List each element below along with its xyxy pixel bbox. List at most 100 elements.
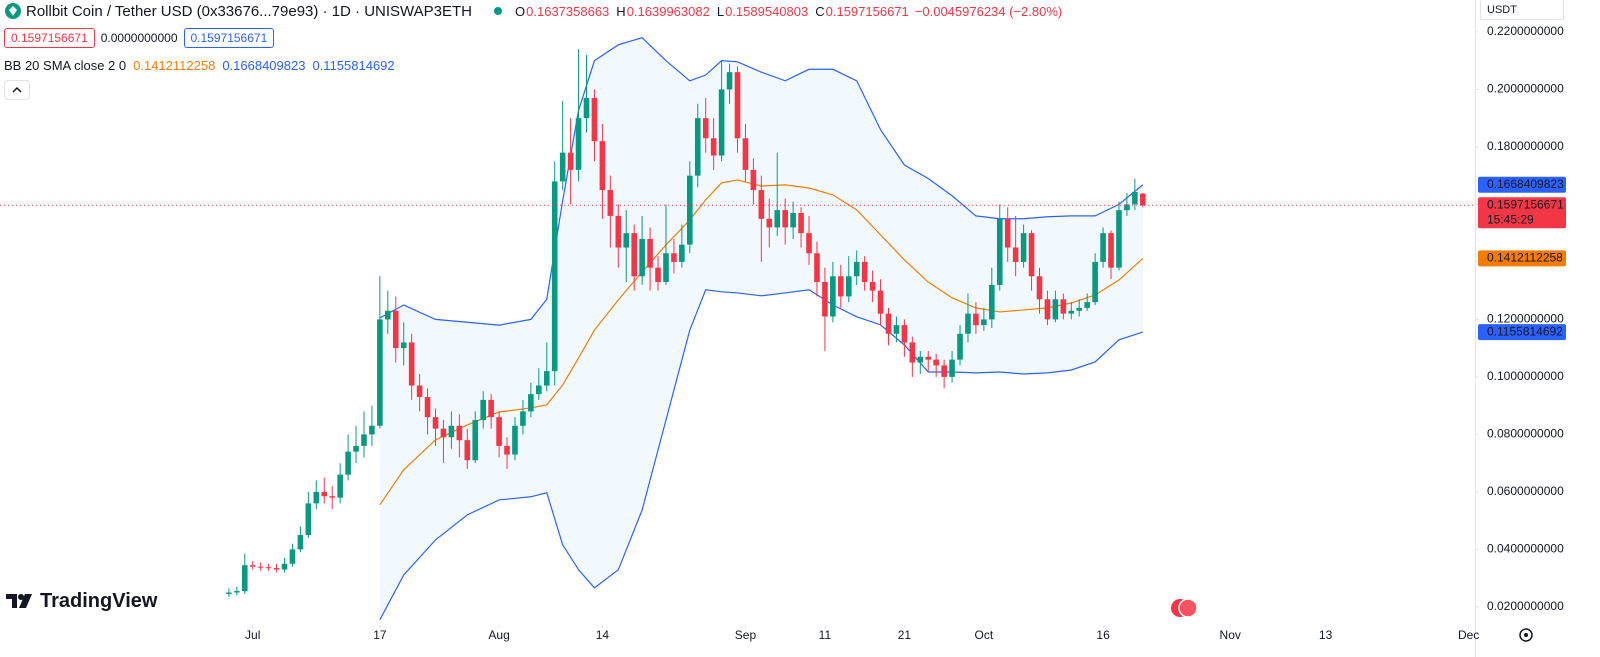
candle-body	[1076, 307, 1083, 311]
indicator-row: BB 20 SMA close 2 0 0.1412112258 0.16684…	[4, 56, 395, 74]
ohlc-value: 0.1589540803	[725, 3, 809, 19]
candle-body	[448, 425, 455, 438]
x-tick-label: Dec	[1458, 628, 1479, 642]
ohlc-key: C	[815, 3, 825, 19]
candle-body	[655, 267, 661, 283]
x-tick-label: 16	[1096, 628, 1110, 642]
candle-body	[694, 118, 701, 176]
indicator-name: BB 20 SMA close 2 0	[4, 57, 127, 73]
band-upper	[379, 36, 1144, 326]
candle-body	[567, 152, 574, 170]
y-tick-label: 0.1000000000	[1487, 369, 1564, 383]
candle-body	[973, 313, 979, 326]
candle-body	[607, 190, 614, 216]
candle-body	[909, 342, 916, 363]
candle-body	[1060, 299, 1067, 314]
candle-body	[234, 591, 240, 593]
candle-body	[623, 233, 630, 248]
candle-body	[257, 566, 264, 568]
candle-body	[965, 313, 971, 334]
ohlc-value: 0.1597156671	[825, 3, 909, 19]
x-tick-label: Oct	[975, 628, 994, 642]
candle-body	[687, 175, 693, 245]
candle-body	[861, 261, 868, 283]
indicator-value: 0.1668409823	[222, 57, 306, 73]
candle-body	[559, 152, 566, 182]
candle-body	[1044, 299, 1051, 320]
x-tick-label: Nov	[1220, 628, 1241, 642]
candle-body	[925, 356, 932, 360]
candle-body	[1068, 310, 1075, 314]
y-tick-label: 0.0800000000	[1487, 427, 1564, 441]
candle-body	[798, 213, 804, 234]
x-tick-label: 13	[1319, 628, 1333, 642]
candle-body	[989, 284, 995, 320]
candle-body	[599, 141, 606, 191]
candle-body	[671, 253, 677, 262]
candle-body	[289, 549, 296, 564]
x-tick-label: 14	[596, 628, 610, 642]
brand-logo	[6, 594, 32, 608]
collapse-button[interactable]	[4, 80, 30, 100]
symbol-title: Rollbit Coin / Tether USD (0x33676...79e…	[26, 2, 473, 20]
candle-body	[806, 233, 812, 254]
bid-box[interactable]: 0.1597156671	[4, 28, 95, 48]
candle-body	[1028, 233, 1035, 277]
y-tick-label: 0.0600000000	[1487, 484, 1564, 498]
brand: TradingView	[6, 588, 157, 614]
candle-body	[647, 238, 653, 268]
candle-body	[273, 568, 280, 570]
candle-body	[949, 359, 955, 377]
candle-body	[814, 253, 820, 283]
candle-body	[385, 310, 391, 320]
candle-body	[1036, 276, 1043, 300]
candle-body	[424, 397, 431, 418]
band-lower	[379, 289, 1143, 621]
candle-body	[615, 215, 622, 248]
candle-body	[528, 394, 534, 412]
candle-body	[663, 253, 669, 283]
x-tick-label: Sep	[735, 628, 757, 642]
price-label: 0.1412112258	[1487, 251, 1563, 265]
candle-body	[782, 210, 788, 228]
candle-body	[456, 425, 463, 441]
ask-box[interactable]: 0.1597156671	[183, 28, 275, 48]
settings-icon[interactable]	[1519, 628, 1533, 642]
candle-body	[488, 399, 494, 418]
candle-body	[408, 342, 415, 386]
candle-body	[631, 233, 637, 277]
candle-body	[981, 319, 987, 326]
plot-area	[0, 36, 1475, 621]
y-tick-label: 0.0200000000	[1487, 599, 1564, 613]
candle-body	[710, 138, 717, 156]
price-label-box	[1478, 176, 1566, 193]
candle-body	[345, 451, 351, 475]
candle-body	[1116, 210, 1122, 268]
candle-body	[869, 282, 876, 291]
flag-icon[interactable]	[1178, 598, 1198, 618]
candle-body	[1012, 247, 1019, 262]
candle-body	[400, 342, 407, 349]
price-label-box	[1478, 250, 1566, 267]
currency-select[interactable]: USDT	[1480, 0, 1564, 20]
settings-icon-dot	[1524, 633, 1528, 637]
candle-body	[464, 440, 471, 461]
candle-body	[226, 592, 232, 594]
candle-body	[1132, 192, 1138, 205]
y-tick-label: 0.1800000000	[1487, 139, 1564, 153]
candle-body	[1052, 299, 1059, 320]
indicator-value: 0.1155814692	[312, 57, 395, 73]
coin-icon	[5, 3, 21, 19]
ohlc-value: 0.1639963082	[626, 3, 710, 19]
candle-body	[249, 565, 256, 567]
candle-body	[1092, 261, 1098, 303]
candle-body	[639, 238, 645, 277]
candle-body	[520, 411, 526, 426]
spread: 0.0000000000	[100, 31, 178, 45]
candle-body	[1020, 233, 1027, 262]
candle-body	[679, 244, 685, 262]
candle-body	[742, 138, 749, 170]
price-label-box	[1478, 197, 1566, 229]
y-tick-label: 0.2000000000	[1487, 82, 1564, 96]
